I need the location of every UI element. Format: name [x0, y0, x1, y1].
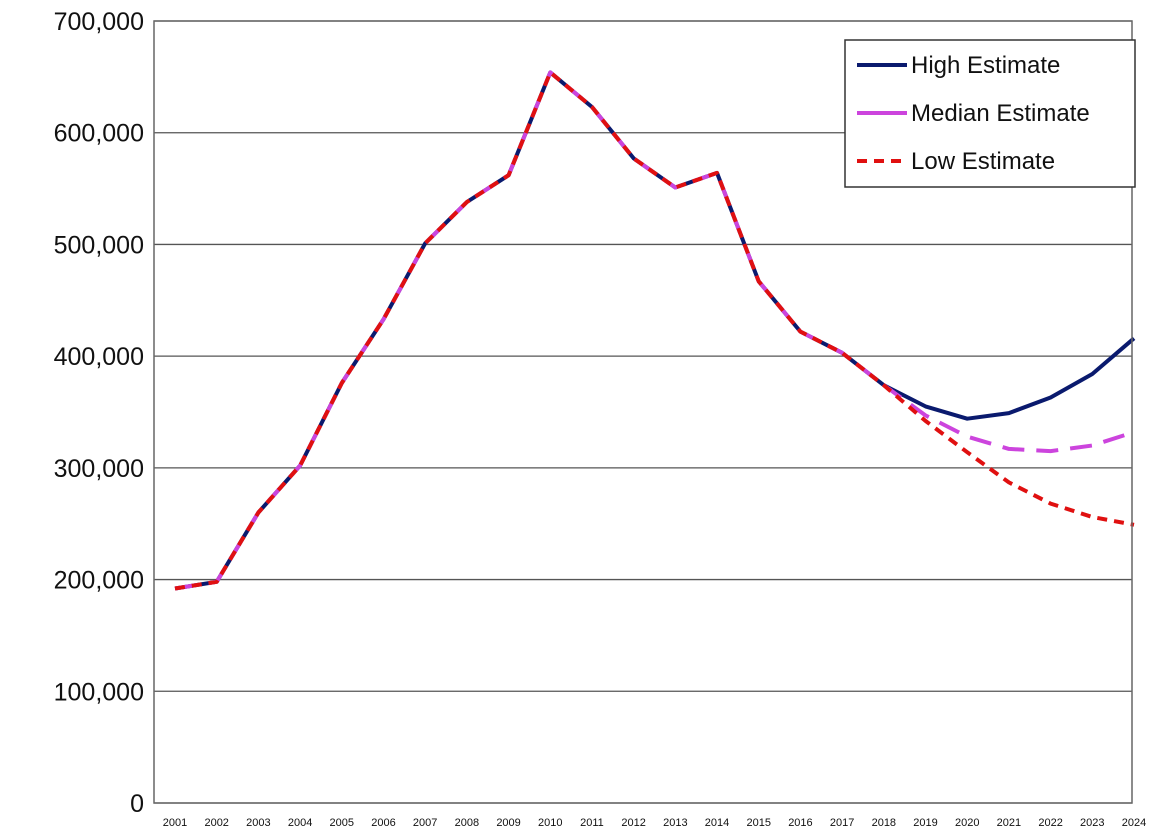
x-tick-label: 2024	[1122, 817, 1146, 829]
y-axis: 0 100,000 200,000 300,000 400,000 500,000 600,…	[54, 8, 144, 818]
series-line-2	[174, 70, 1135, 591]
x-tick-label: 2001	[163, 817, 187, 829]
x-tick-label: 2011	[580, 817, 604, 829]
legend: High Estimate Median Estimate Low Estimate	[844, 39, 1136, 188]
plot-border	[153, 20, 1133, 804]
legend-label: Low Estimate	[911, 148, 1055, 175]
y-tick-label: 0	[130, 790, 144, 818]
x-tick-label: 2004	[288, 817, 312, 829]
x-tick-label: 2016	[788, 817, 812, 829]
x-tick-label: 2005	[330, 817, 354, 829]
series-lines	[174, 70, 1136, 591]
legend-label: High Estimate	[911, 52, 1060, 79]
x-tick-label: 2008	[455, 817, 479, 829]
x-tick-label: 2023	[1080, 817, 1104, 829]
x-tick-label: 2013	[663, 817, 687, 829]
x-tick-label: 2020	[955, 817, 979, 829]
x-tick-label: 2019	[913, 817, 937, 829]
x-tick-label: 2003	[246, 817, 270, 829]
y-tick-label: 200,000	[54, 567, 144, 595]
y-tick-label: 400,000	[54, 343, 144, 371]
y-tick-label: 300,000	[54, 455, 144, 483]
series-line-1	[174, 70, 1135, 591]
y-tick-label: 600,000	[54, 120, 144, 148]
x-tick-label: 2006	[371, 817, 395, 829]
x-tick-label: 2018	[872, 817, 896, 829]
x-tick-label: 2010	[538, 817, 562, 829]
x-tick-label: 2009	[496, 817, 520, 829]
gridlines	[154, 20, 1132, 804]
x-tick-label: 2021	[997, 817, 1021, 829]
x-tick-label: 2014	[705, 817, 729, 829]
x-tick-label: 2017	[830, 817, 854, 829]
x-tick-label: 2022	[1038, 817, 1062, 829]
legend-label: Median Estimate	[911, 100, 1090, 127]
y-tick-label: 100,000	[54, 678, 144, 706]
x-tick-label: 2015	[746, 817, 770, 829]
y-tick-label: 700,000	[54, 8, 144, 36]
x-tick-label: 2007	[413, 817, 437, 829]
x-axis: 2001 2002 2003 2004 2005 2006 2007 2008 2009 2010…	[163, 817, 1146, 829]
x-tick-label: 2012	[621, 817, 645, 829]
y-tick-label: 500,000	[54, 231, 144, 259]
x-tick-label: 2002	[204, 817, 228, 829]
